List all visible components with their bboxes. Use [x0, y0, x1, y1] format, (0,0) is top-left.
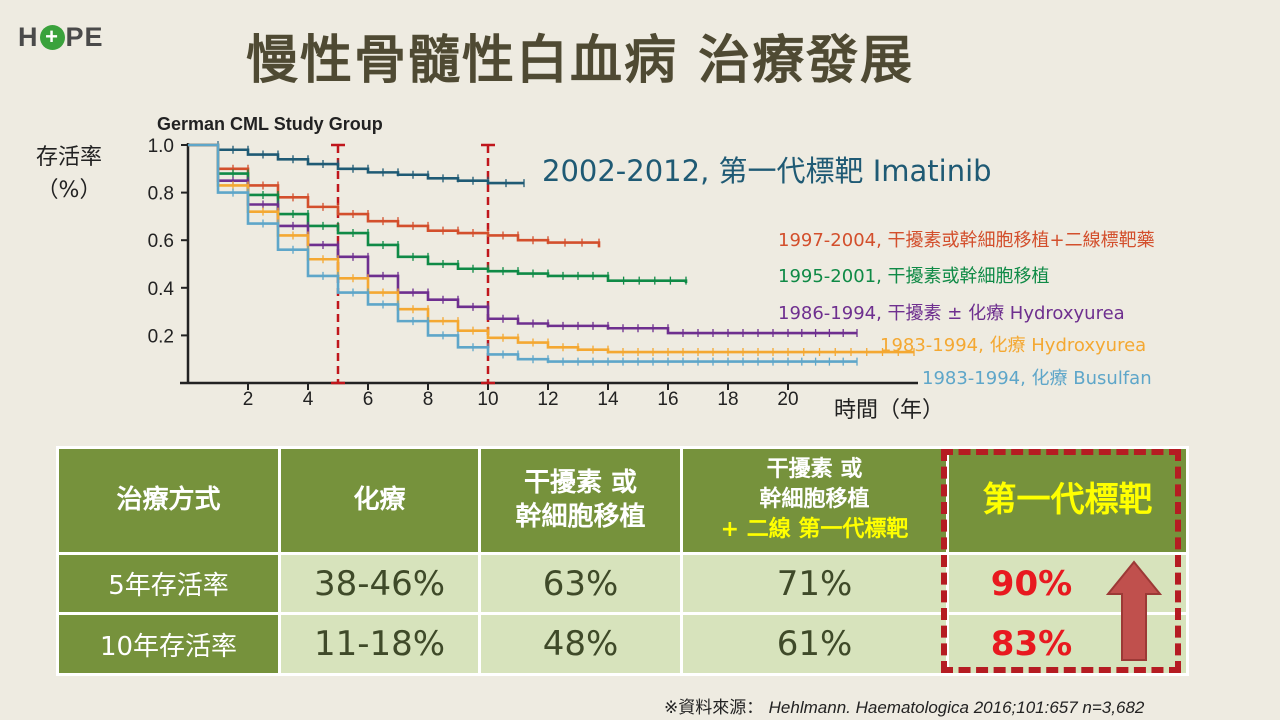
survival-table: 治療方式 化療 干擾素 或 幹細胞移植 干擾素 或 幹細胞移植 + 二線 第一代…	[56, 446, 1189, 676]
cell-10yr-chemo: 11-18%	[278, 612, 481, 676]
header-targeted: 第一代標靶	[946, 446, 1189, 555]
legend-imatinib: 2002-2012, 第一代標靶 Imatinib	[542, 154, 992, 188]
table-row: 10年存活率 11-18% 48% 61% 83%	[56, 612, 1189, 676]
logo-text-h: H	[18, 22, 39, 52]
header-combo-line1: 干擾素 或	[766, 457, 863, 483]
header-chemo: 化療	[278, 446, 481, 555]
y-axis-label-line2: （%）	[36, 178, 102, 203]
cell-5yr-chemo: 38-46%	[278, 551, 481, 616]
y-tick-label-2: 0.6	[148, 231, 174, 252]
legend-1997-2004: 1997-2004, 干擾素或幹細胞移植+二線標靶藥	[778, 230, 1155, 251]
cell-5yr-combo: 71%	[680, 551, 949, 616]
x-tick-label-1: 4	[303, 389, 314, 410]
survival-chart: 0.2 0.4 0.6 0.8 1.0 2 4 6 8 10 12 14 16 18 20	[148, 136, 918, 410]
logo-text-pe: PE	[65, 22, 104, 52]
x-tick-label-8: 18	[717, 389, 738, 410]
x-tick-label-5: 12	[537, 389, 558, 410]
slide-title: 慢性骨髓性白血病 治療發展	[246, 31, 915, 91]
source-citation: Hehlmann. Haematologica 2016;101:657 n=3…	[768, 698, 1145, 717]
study-group-label: German CML Study Group	[157, 114, 383, 134]
y-axis-label: 存活率 （%）	[36, 141, 102, 207]
x-tick-label-7: 16	[657, 389, 678, 410]
x-tick-label-2: 6	[363, 389, 374, 410]
cell-10yr-ifn: 48%	[478, 612, 683, 676]
cell-5yr-ifn: 63%	[478, 551, 683, 616]
source-prefix: ※資料來源：	[664, 698, 764, 718]
header-combo-line2: 幹細胞移植	[759, 487, 870, 513]
up-arrow-icon	[1106, 560, 1162, 661]
series-censor-ticks-5	[217, 141, 858, 366]
hope-logo: H + PE	[18, 22, 104, 53]
source-note: ※資料來源： Hehlmann. Haematologica 2016;101:…	[664, 693, 1144, 718]
legend-1995-2001: 1995-2001, 干擾素或幹細胞移植	[778, 266, 1050, 287]
legend-1986-1994: 1986-1994, 干擾素 ± 化療 Hydroxyurea	[778, 303, 1125, 324]
y-tick-label-3: 0.8	[148, 184, 174, 205]
table-row: 5年存活率 38-46% 63% 71% 90%	[56, 551, 1189, 616]
legend-1983-1994-hydroxyurea: 1983-1994, 化療 Hydroxyurea	[880, 335, 1147, 356]
cell-10yr-combo: 61%	[680, 612, 949, 676]
cell-10yr-targeted: 83%	[946, 612, 1189, 676]
y-axis-label-line1: 存活率	[36, 145, 103, 170]
header-method: 治療方式	[56, 446, 281, 555]
value-5yr-targeted: 90%	[990, 563, 1073, 604]
x-tick-label-4: 10	[477, 389, 498, 410]
value-10yr-targeted: 83%	[990, 624, 1073, 665]
row-label-5yr: 5年存活率	[56, 551, 281, 616]
legend-1983-1994-busulfan: 1983-1994, 化療 Busulfan	[922, 368, 1152, 389]
header-combo: 干擾素 或 幹細胞移植 + 二線 第一代標靶	[680, 446, 949, 555]
header-ifn-line2: 幹細胞移植	[515, 502, 646, 533]
x-tick-label-0: 2	[243, 389, 254, 410]
x-tick-label-3: 8	[423, 389, 434, 410]
table-header-row: 治療方式 化療 干擾素 或 幹細胞移植 干擾素 或 幹細胞移植 + 二線 第一代…	[56, 446, 1189, 555]
header-ifn: 干擾素 或 幹細胞移植	[478, 446, 683, 555]
header-combo-line3: + 二線 第一代標靶	[720, 517, 909, 543]
y-tick-label-4: 1.0	[148, 136, 174, 157]
x-tick-label-6: 14	[597, 389, 619, 410]
row-label-10yr: 10年存活率	[56, 612, 281, 676]
y-tick-label-0: 0.2	[148, 326, 174, 347]
x-axis-label: 時間（年）	[834, 398, 945, 423]
logo-cross-icon: +	[39, 25, 65, 50]
y-tick-label-1: 0.4	[148, 279, 175, 300]
header-ifn-line1: 干擾素 或	[523, 468, 638, 499]
x-tick-label-9: 20	[777, 389, 798, 410]
